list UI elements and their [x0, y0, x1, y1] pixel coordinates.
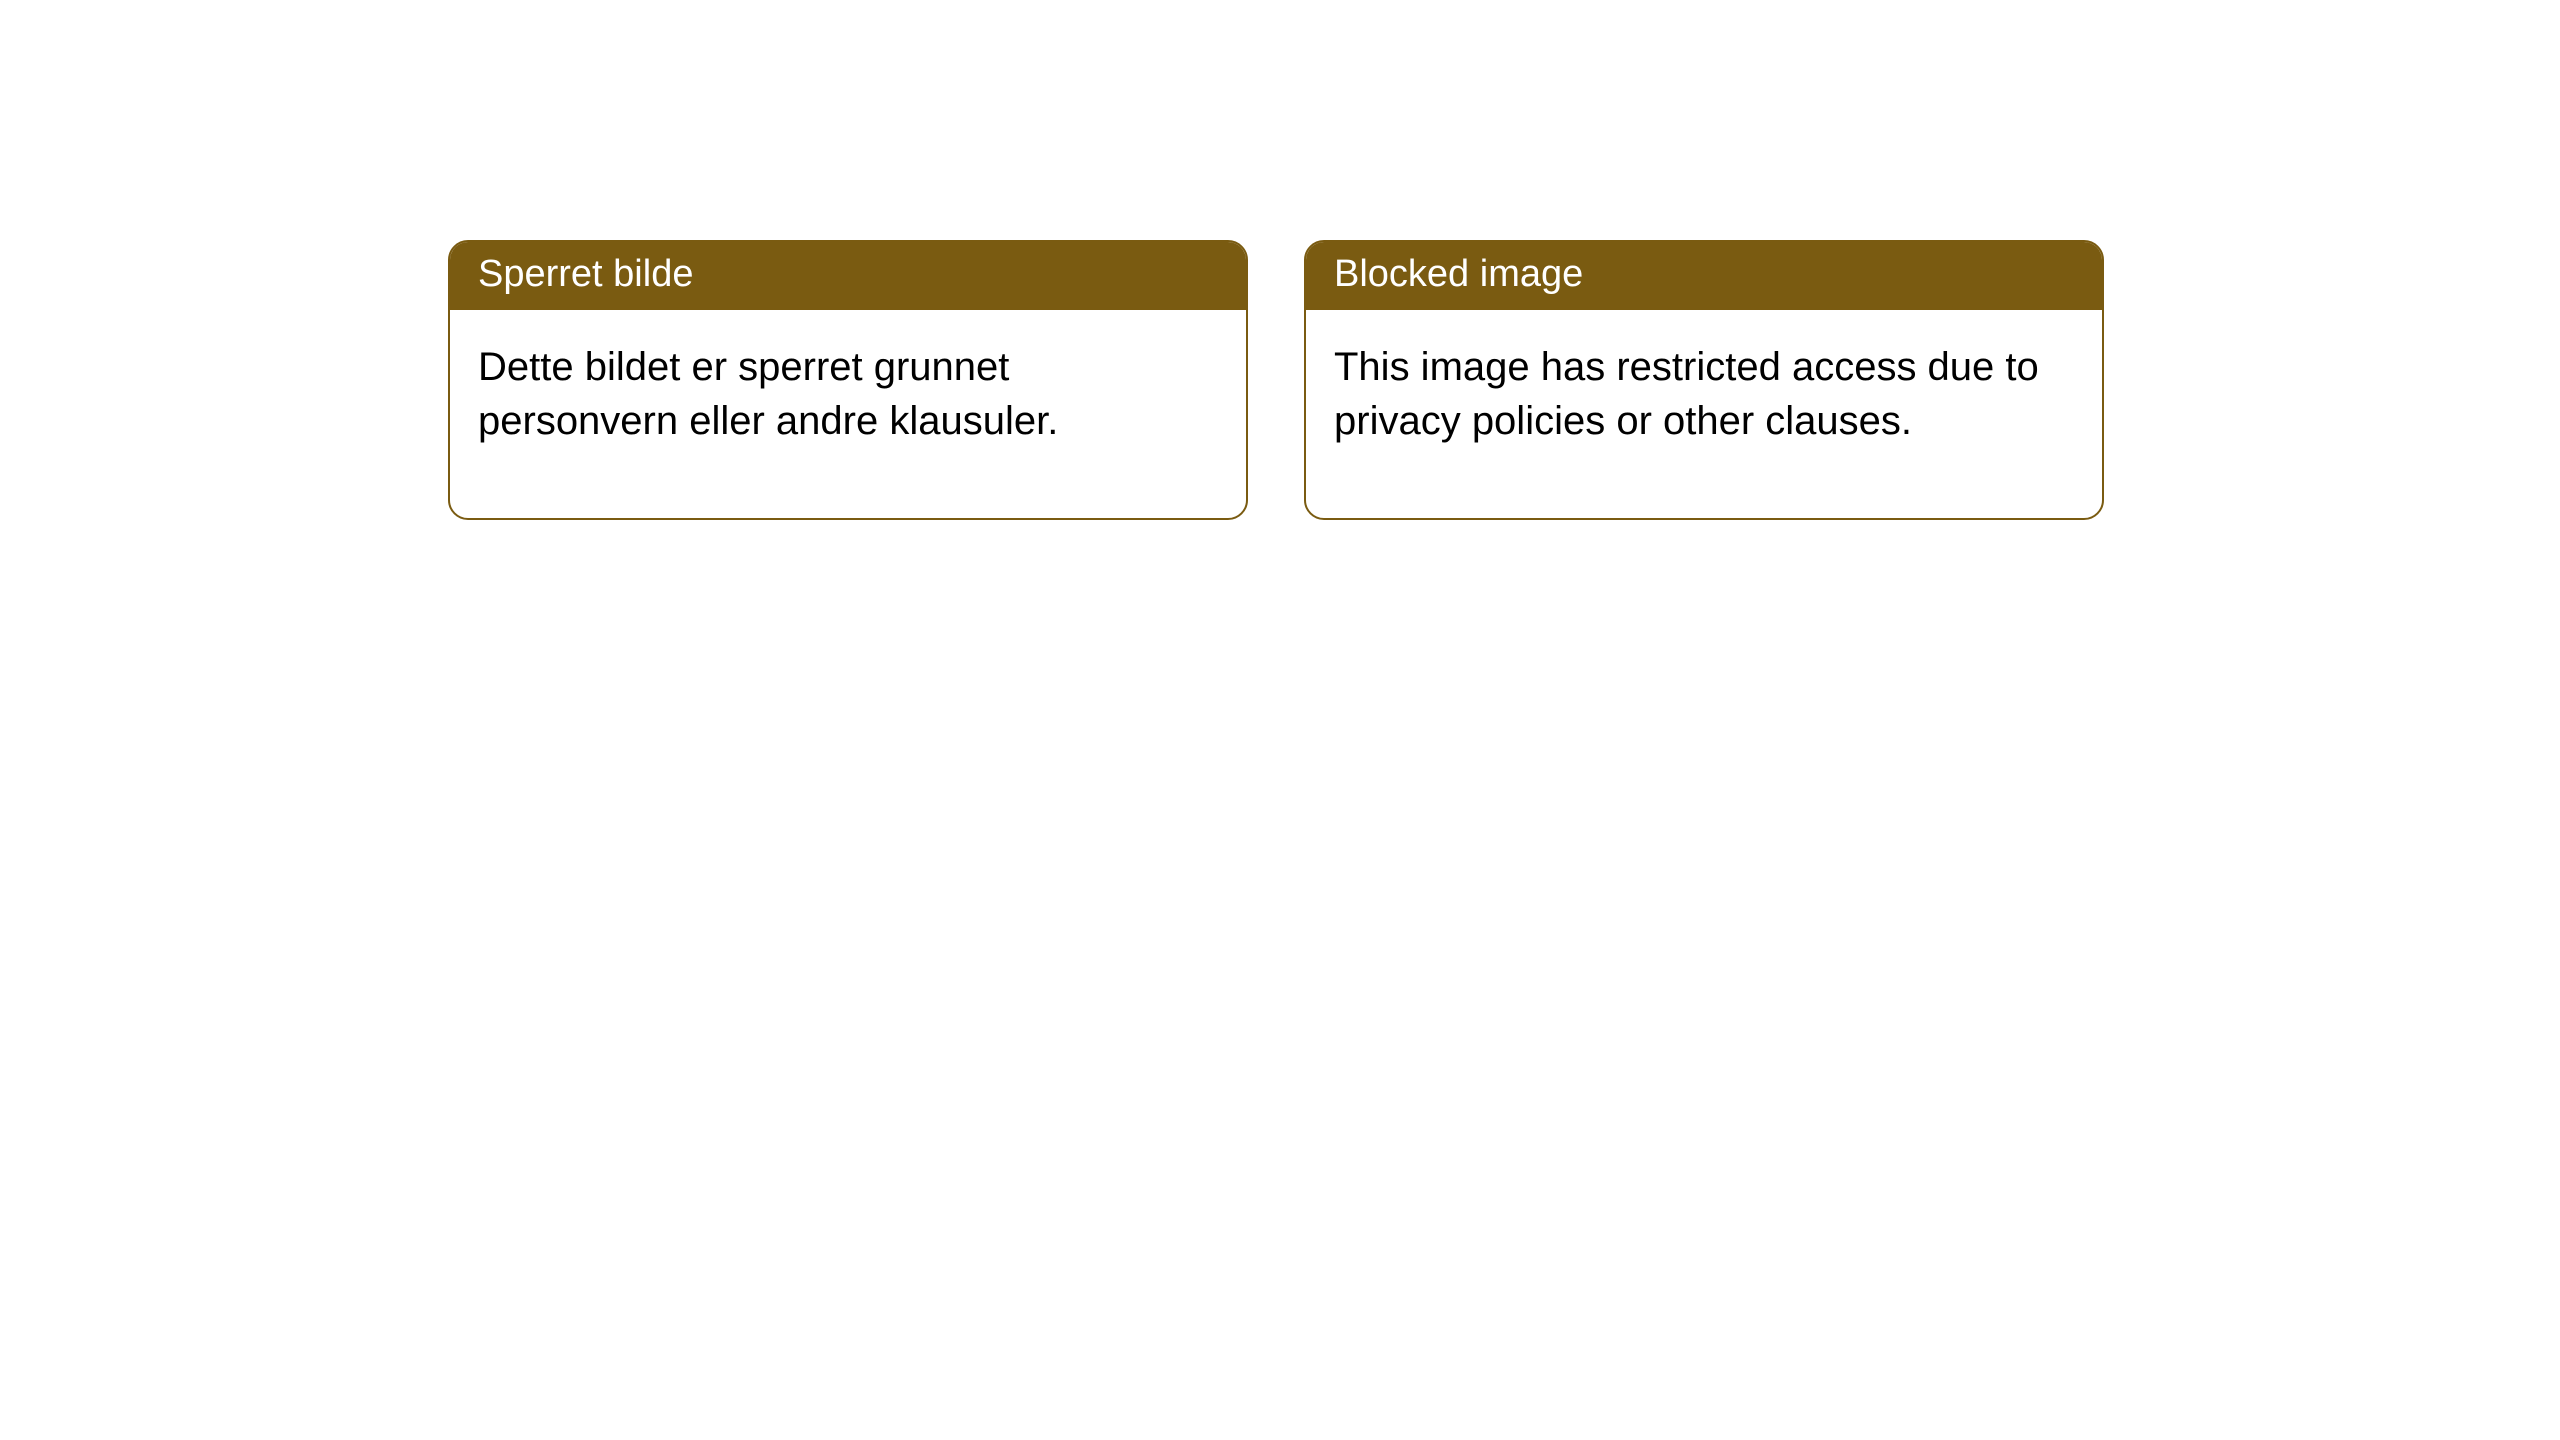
notice-header: Blocked image [1306, 242, 2102, 310]
notice-card-english: Blocked image This image has restricted … [1304, 240, 2104, 520]
notice-body: This image has restricted access due to … [1306, 310, 2102, 518]
notice-body: Dette bildet er sperret grunnet personve… [450, 310, 1246, 518]
notice-container: Sperret bilde Dette bildet er sperret gr… [448, 240, 2104, 520]
notice-header: Sperret bilde [450, 242, 1246, 310]
notice-card-norwegian: Sperret bilde Dette bildet er sperret gr… [448, 240, 1248, 520]
